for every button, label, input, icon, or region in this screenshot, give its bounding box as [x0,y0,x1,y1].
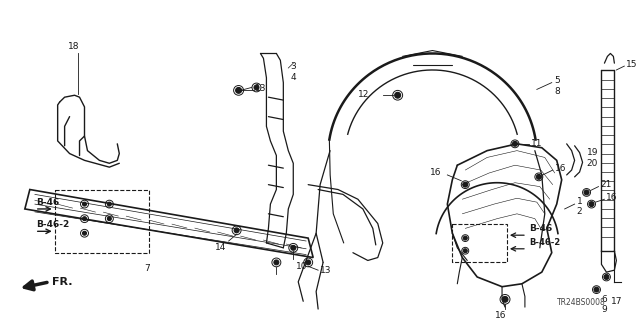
Circle shape [83,217,86,220]
Circle shape [108,202,111,206]
Text: 20: 20 [586,159,598,168]
Bar [452,224,507,262]
Bar [54,189,149,253]
Circle shape [463,249,467,253]
Text: 16: 16 [495,311,507,320]
Circle shape [108,217,111,220]
Circle shape [513,141,518,146]
Circle shape [463,182,468,187]
Text: FR.: FR. [52,277,72,287]
Circle shape [254,85,259,90]
Circle shape [536,174,541,179]
Text: 12: 12 [358,90,370,99]
Text: B-46-2: B-46-2 [529,238,560,247]
Circle shape [274,260,279,265]
Text: 10: 10 [296,262,308,271]
Circle shape [83,231,86,235]
Text: 18: 18 [68,42,79,51]
Text: 6: 6 [602,295,607,304]
Circle shape [395,92,401,98]
Text: 17: 17 [611,297,622,306]
Circle shape [463,236,467,240]
Text: 13: 13 [320,266,332,275]
Text: 15: 15 [627,60,638,69]
Text: 16: 16 [607,193,618,202]
Text: 21: 21 [600,180,612,189]
Text: 11: 11 [531,139,542,148]
Text: 4: 4 [291,73,296,82]
Text: 13: 13 [255,84,266,93]
Circle shape [594,287,599,292]
Circle shape [236,87,241,93]
Text: 9: 9 [602,305,607,314]
Text: 19: 19 [586,148,598,157]
Text: 2: 2 [577,207,582,216]
Circle shape [291,245,296,250]
Text: 5: 5 [555,76,561,85]
Circle shape [234,228,239,233]
Circle shape [604,275,609,279]
Circle shape [502,296,508,302]
Text: B-46: B-46 [529,224,552,233]
Text: B-46: B-46 [36,198,59,207]
Circle shape [584,190,589,195]
Circle shape [589,202,594,206]
Text: 16: 16 [430,169,442,178]
Text: 16: 16 [555,164,566,172]
Text: 14: 14 [215,243,227,252]
Text: 3: 3 [291,61,296,71]
Text: TR24BS0008: TR24BS0008 [557,298,605,307]
Text: 8: 8 [555,87,561,96]
Text: B-46-2: B-46-2 [36,220,69,229]
Circle shape [306,260,310,265]
Text: 7: 7 [144,264,150,273]
Text: 1: 1 [577,197,582,206]
Circle shape [83,202,86,206]
